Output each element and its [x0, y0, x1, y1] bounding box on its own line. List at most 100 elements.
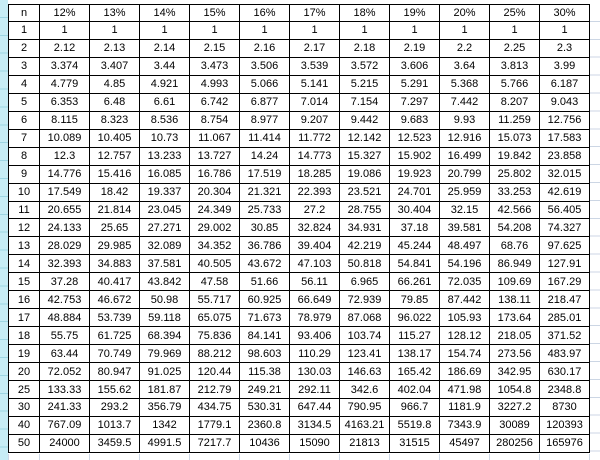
- value-cell[interactable]: 9.043: [539, 92, 590, 112]
- value-cell[interactable]: 36.786: [239, 236, 290, 256]
- value-cell[interactable]: 165976: [539, 433, 590, 454]
- value-cell[interactable]: 434.75: [189, 398, 240, 417]
- value-cell[interactable]: 68.394: [139, 326, 190, 346]
- value-cell[interactable]: 16.786: [189, 164, 240, 184]
- value-cell[interactable]: 8.754: [189, 110, 240, 130]
- value-cell[interactable]: 91.025: [139, 362, 190, 382]
- value-cell[interactable]: 19.923: [389, 164, 440, 184]
- value-cell[interactable]: 88.212: [189, 344, 240, 364]
- value-cell[interactable]: 7.154: [339, 92, 390, 112]
- value-cell[interactable]: 37.28: [39, 272, 90, 292]
- value-cell[interactable]: 133.33: [39, 380, 90, 400]
- value-cell[interactable]: 21813: [339, 433, 390, 454]
- value-cell[interactable]: 767.09: [39, 415, 90, 435]
- value-cell[interactable]: 115.27: [389, 326, 440, 346]
- value-cell[interactable]: 48.497: [439, 236, 490, 256]
- value-cell[interactable]: 61.725: [89, 326, 140, 346]
- value-cell[interactable]: 2.2: [439, 38, 490, 58]
- value-cell[interactable]: 1: [339, 21, 390, 40]
- value-cell[interactable]: 84.141: [239, 326, 290, 346]
- value-cell[interactable]: 2.16: [239, 38, 290, 58]
- value-cell[interactable]: 2.12: [39, 38, 90, 58]
- value-cell[interactable]: 45497: [439, 433, 490, 454]
- value-cell[interactable]: 212.79: [189, 380, 240, 400]
- value-cell[interactable]: 4991.5: [139, 433, 190, 454]
- value-cell[interactable]: 1: [539, 21, 590, 40]
- value-cell[interactable]: 1054.8: [489, 380, 540, 400]
- row-n-cell[interactable]: 18: [8, 326, 40, 346]
- value-cell[interactable]: 68.76: [489, 236, 540, 256]
- value-cell[interactable]: 7.442: [439, 92, 490, 112]
- value-cell[interactable]: 5.368: [439, 74, 490, 94]
- value-cell[interactable]: 11.414: [239, 128, 290, 148]
- value-cell[interactable]: 43.672: [239, 254, 290, 274]
- value-cell[interactable]: 342.6: [339, 380, 390, 400]
- value-cell[interactable]: 8.536: [139, 110, 190, 130]
- value-cell[interactable]: 8.115: [39, 110, 90, 130]
- value-cell[interactable]: 42.619: [539, 182, 590, 202]
- value-cell[interactable]: 72.052: [39, 362, 90, 382]
- column-header-cell[interactable]: 15%: [189, 4, 240, 22]
- column-header-cell[interactable]: 30%: [539, 4, 590, 22]
- value-cell[interactable]: 7.297: [389, 92, 440, 112]
- row-n-cell[interactable]: 40: [8, 415, 40, 435]
- value-cell[interactable]: 8.207: [489, 92, 540, 112]
- value-cell[interactable]: 292.11: [289, 380, 340, 400]
- value-cell[interactable]: 181.87: [139, 380, 190, 400]
- value-cell[interactable]: 17.583: [539, 128, 590, 148]
- value-cell[interactable]: 4163.21: [339, 415, 390, 435]
- value-cell[interactable]: 120393: [539, 415, 590, 435]
- value-cell[interactable]: 33.253: [489, 182, 540, 202]
- row-n-cell[interactable]: 3: [8, 56, 40, 76]
- value-cell[interactable]: 56.11: [289, 272, 340, 292]
- value-cell[interactable]: 2.18: [339, 38, 390, 58]
- value-cell[interactable]: 530.31: [239, 398, 290, 417]
- value-cell[interactable]: 19.086: [339, 164, 390, 184]
- value-cell[interactable]: 1: [489, 21, 540, 40]
- value-cell[interactable]: 3.539: [289, 56, 340, 76]
- value-cell[interactable]: 60.925: [239, 290, 290, 310]
- value-cell[interactable]: 471.98: [439, 380, 490, 400]
- value-cell[interactable]: 87.442: [439, 290, 490, 310]
- value-cell[interactable]: 3.506: [239, 56, 290, 76]
- value-cell[interactable]: 4.779: [39, 74, 90, 94]
- value-cell[interactable]: 40.505: [189, 254, 240, 274]
- value-cell[interactable]: 1013.7: [89, 415, 140, 435]
- value-cell[interactable]: 39.404: [289, 236, 340, 256]
- value-cell[interactable]: 6.877: [239, 92, 290, 112]
- value-cell[interactable]: 8.323: [89, 110, 140, 130]
- value-cell[interactable]: 15090: [289, 433, 340, 454]
- value-cell[interactable]: 43.842: [139, 272, 190, 292]
- row-n-cell[interactable]: 7: [8, 128, 40, 148]
- value-cell[interactable]: 21.814: [89, 200, 140, 220]
- value-cell[interactable]: 5.215: [339, 74, 390, 94]
- column-header-cell[interactable]: 19%: [389, 4, 440, 22]
- value-cell[interactable]: 103.74: [339, 326, 390, 346]
- value-cell[interactable]: 3.813: [489, 56, 540, 76]
- row-n-cell[interactable]: 17: [8, 308, 40, 328]
- value-cell[interactable]: 218.47: [539, 290, 590, 310]
- value-cell[interactable]: 23.858: [539, 146, 590, 166]
- value-cell[interactable]: 96.022: [389, 308, 440, 328]
- row-n-cell[interactable]: 10: [8, 182, 40, 202]
- value-cell[interactable]: 14.24: [239, 146, 290, 166]
- value-cell[interactable]: 32.015: [539, 164, 590, 184]
- value-cell[interactable]: 27.2: [289, 200, 340, 220]
- corner-header-cell[interactable]: n: [8, 4, 40, 22]
- value-cell[interactable]: 37.581: [139, 254, 190, 274]
- value-cell[interactable]: 1181.9: [439, 398, 490, 417]
- value-cell[interactable]: 30089: [489, 415, 540, 435]
- value-cell[interactable]: 12.3: [39, 146, 90, 166]
- value-cell[interactable]: 18.42: [89, 182, 140, 202]
- value-cell[interactable]: 79.85: [389, 290, 440, 310]
- value-cell[interactable]: 11.259: [489, 110, 540, 130]
- value-cell[interactable]: 16.499: [439, 146, 490, 166]
- column-header-cell[interactable]: 17%: [289, 4, 340, 22]
- column-header-cell[interactable]: 12%: [39, 4, 90, 22]
- value-cell[interactable]: 13.233: [139, 146, 190, 166]
- row-n-cell[interactable]: 9: [8, 164, 40, 184]
- value-cell[interactable]: 5.291: [389, 74, 440, 94]
- value-cell[interactable]: 66.261: [389, 272, 440, 292]
- value-cell[interactable]: 31515: [389, 433, 440, 454]
- value-cell[interactable]: 28.029: [39, 236, 90, 256]
